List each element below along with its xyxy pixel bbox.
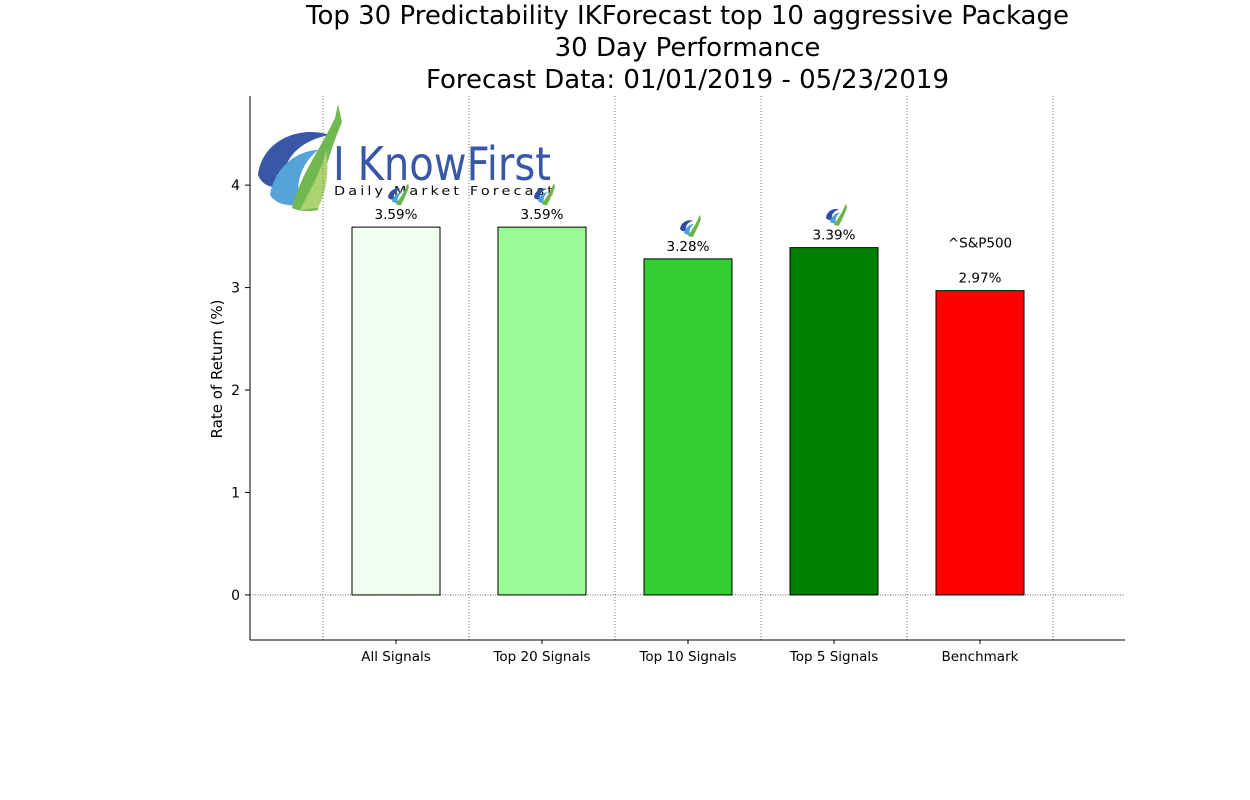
x-tick-label: Top 20 Signals xyxy=(492,649,590,665)
y-tick-label: 4 xyxy=(231,178,240,194)
chart-title-line-2: 30 Day Performance xyxy=(554,33,821,63)
logo-marker-icon xyxy=(680,214,701,237)
brand-logo: I KnowFirst Daily Market Forecast xyxy=(258,104,556,212)
y-axis-label: Rate of Return (%) xyxy=(208,300,226,439)
logo-swirl-icon xyxy=(258,104,342,212)
benchmark-name-label: ^S&P500 xyxy=(948,236,1012,252)
bar xyxy=(935,290,1025,596)
x-tick-label: Top 10 Signals xyxy=(638,649,736,665)
bar xyxy=(643,258,733,596)
bar-value-label: 3.59% xyxy=(521,207,564,223)
y-tick-label: 1 xyxy=(231,485,240,501)
bar-value-label: 2.97% xyxy=(959,271,1002,287)
logo-marker-icon xyxy=(388,183,409,206)
bar xyxy=(497,226,587,596)
x-tick-label: Top 5 Signals xyxy=(789,649,878,665)
chart-title: Top 30 Predictability IKForecast top 10 … xyxy=(0,0,1250,96)
logo-tagline-text: Daily Market Forecast xyxy=(334,184,556,198)
logo-marker-icon xyxy=(534,183,555,206)
bar-value-label: 3.39% xyxy=(813,228,856,244)
bar-value-label: 3.59% xyxy=(375,207,418,223)
bar xyxy=(351,226,441,596)
logo-marker-icon xyxy=(826,203,847,226)
bar-value-label: 3.28% xyxy=(667,239,710,255)
chart-title-line-1: Top 30 Predictability IKForecast top 10 … xyxy=(305,1,1069,31)
bar xyxy=(789,247,879,596)
x-tick-label: Benchmark xyxy=(942,649,1019,665)
x-tick-label: All Signals xyxy=(361,649,431,665)
y-tick-label: 3 xyxy=(231,281,240,297)
chart-title-line-3: Forecast Data: 01/01/2019 - 05/23/2019 xyxy=(425,65,949,95)
y-tick-label: 0 xyxy=(231,588,240,604)
logo-brand-text: I KnowFirst xyxy=(333,137,551,191)
y-tick-label: 2 xyxy=(231,383,240,399)
